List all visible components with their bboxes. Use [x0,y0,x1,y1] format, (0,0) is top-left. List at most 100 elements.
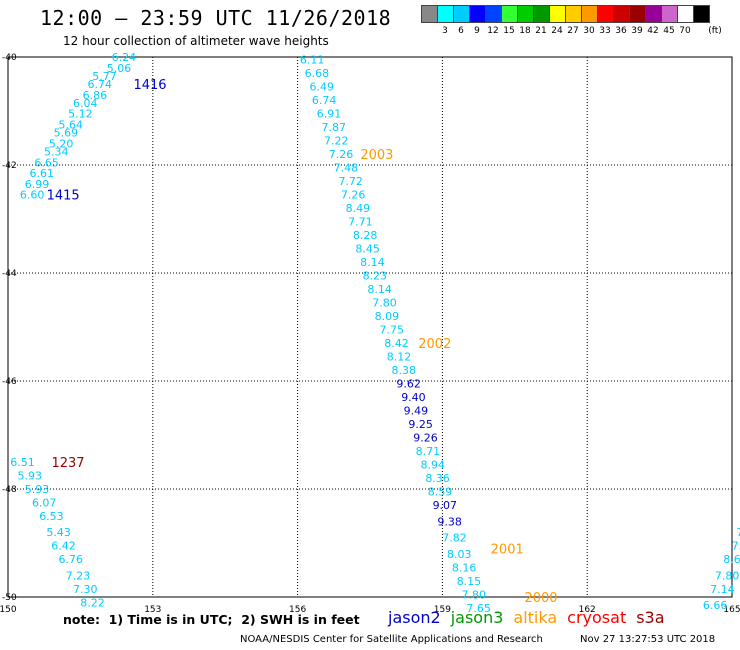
swh-value-label: 7.72 [338,175,363,188]
swh-value-label: 9.07 [433,499,458,512]
swh-value-label: 8.45 [355,243,380,256]
y-tick-label: -40 [2,53,17,63]
footer-timestamp: Nov 27 13:27:53 UTC 2018 [580,634,716,645]
swh-value-label: 8.14 [367,283,392,296]
swh-value-label: 6.04 [73,97,98,110]
swh-value-label: 6.11 [300,54,325,67]
swh-value-label: 6.49 [309,81,334,94]
swh-value-label: 7.14 [710,583,735,596]
y-tick-label: -46 [2,377,17,387]
swh-value-label: 5.12 [68,108,93,121]
swh-value-label: 7.26 [341,189,366,202]
colorbar-tick-label: 18 [519,26,531,36]
swh-value-label: 6.66 [703,599,728,612]
pass-id-label: 2000 [524,591,557,606]
satellite-cryosat-label: cryosat [567,608,627,627]
swh-value-label: 7.71 [348,216,373,229]
colorbar-labels: 3 6 9 12 15 18 21 24 27 30 33 36 39 42 45 70 (ft) [421,23,722,36]
swh-value-label: 6.91 [317,108,342,121]
swh-value-label: 8.14 [360,256,385,269]
colorbar-tick-label: 27 [567,26,579,36]
y-tick-label: -42 [2,161,17,171]
y-tick-label: -48 [2,485,17,495]
x-tick-label: 165 [723,605,740,615]
pass-id-label: 2003 [360,148,393,163]
y-tick-label: -50 [2,593,17,603]
x-tick-label: 150 [0,605,17,615]
swh-value-label: 8.6 [723,553,740,566]
swh-value-label: 8.42 [384,337,409,350]
plot-frame [7,56,733,598]
swh-value-label: 6.07 [32,497,57,510]
swh-value-label: 5.64 [58,119,83,132]
swh-value-label: 7.30 [73,583,98,596]
colorbar-tick-label: 15 [503,26,515,36]
colorbar-tick-label: 42 [647,26,659,36]
swh-value-label: 8.49 [346,202,371,215]
colorbar-tick-label: 12 [487,26,499,36]
satellite-altika-label: altika [513,608,558,627]
pass-id-label: 1415 [47,189,80,204]
swh-value-label: 9.62 [396,378,421,391]
colorbar-tick-label: 3 [442,26,448,36]
colorbar-unit-label: (ft) [708,26,722,36]
swh-value-label: 9.40 [401,391,426,404]
swh-value-label: 6.99 [25,178,50,191]
swh-value-label: 5.93 [25,483,50,496]
swh-value-label: 5.69 [54,127,79,140]
x-tick-label: 153 [144,605,161,615]
colorbar-tick-label: 21 [535,26,547,36]
swh-value-label: 8.71 [416,445,441,458]
colorbar-tick-label: 39 [631,26,643,36]
swh-value-label: 7.48 [334,162,359,175]
swh-value-label: 7.87 [322,121,347,134]
colorbar-tick-label: 6 [458,26,464,36]
swh-value-label: 5.93 [17,470,42,483]
swh-value-label: 7.75 [379,324,404,337]
swh-value-label: 5.34 [44,146,69,159]
colorbar-tick-label: 9 [474,26,480,36]
swh-value-label: 8.59 [428,486,453,499]
pass-id-label: 2001 [491,542,524,557]
colorbar-tick-label: 70 [679,26,691,36]
swh-value-label: 6.74 [87,78,112,91]
colorbar-tick-label: 33 [599,26,611,36]
swh-value-label: 6.74 [312,94,337,107]
swh-value-label: 7.80 [462,588,487,601]
swh-value-label: 7. [736,526,740,539]
swh-value-label: 6.60 [20,189,45,202]
page-subtitle: 12 hour collection of altimeter wave hei… [63,34,329,48]
colorbar-tick-label: 45 [663,26,675,36]
y-tick-label: -44 [2,269,17,279]
swh-value-label: 6.68 [305,67,330,80]
swh-value-label: 9.26 [413,432,438,445]
swh-value-label: 8.15 [457,575,482,588]
swh-value-label: 6.24 [112,51,137,64]
swh-value-label: 7.23 [66,569,91,582]
swh-value-label: 8.94 [420,459,445,472]
x-tick-label: 156 [289,605,306,615]
swh-value-label: 8.03 [447,548,472,561]
swh-value-label: 8.09 [375,310,400,323]
pass-id-label: 2002 [418,337,451,352]
swh-value-label: 7.65 [466,602,491,615]
swh-value-label: 6.61 [30,167,55,180]
colorbar-swatches [421,5,710,23]
swh-value-label: 7.22 [324,135,349,148]
swh-value-label: 8.28 [353,229,378,242]
swh-value-label: 7.80 [372,297,397,310]
swh-value-label: 5.77 [92,70,117,83]
swh-value-label: 6.76 [58,553,83,566]
x-tick-label: 162 [579,605,596,615]
satellite-s3a-label: s3a [636,608,665,627]
swh-value-label: 7.26 [329,148,354,161]
colorbar-tick-label: 30 [583,26,595,36]
swh-value-label: 9.49 [404,405,429,418]
colorbar-tick-label: 36 [615,26,627,36]
swh-value-label: 5.20 [49,137,74,150]
swh-value-label: 8.23 [363,270,388,283]
footer-note: note: 1) Time is in UTC; 2) SWH is in fe… [63,612,360,627]
swh-value-label: 8.38 [392,364,417,377]
swh-value-label: 8.16 [452,561,477,574]
